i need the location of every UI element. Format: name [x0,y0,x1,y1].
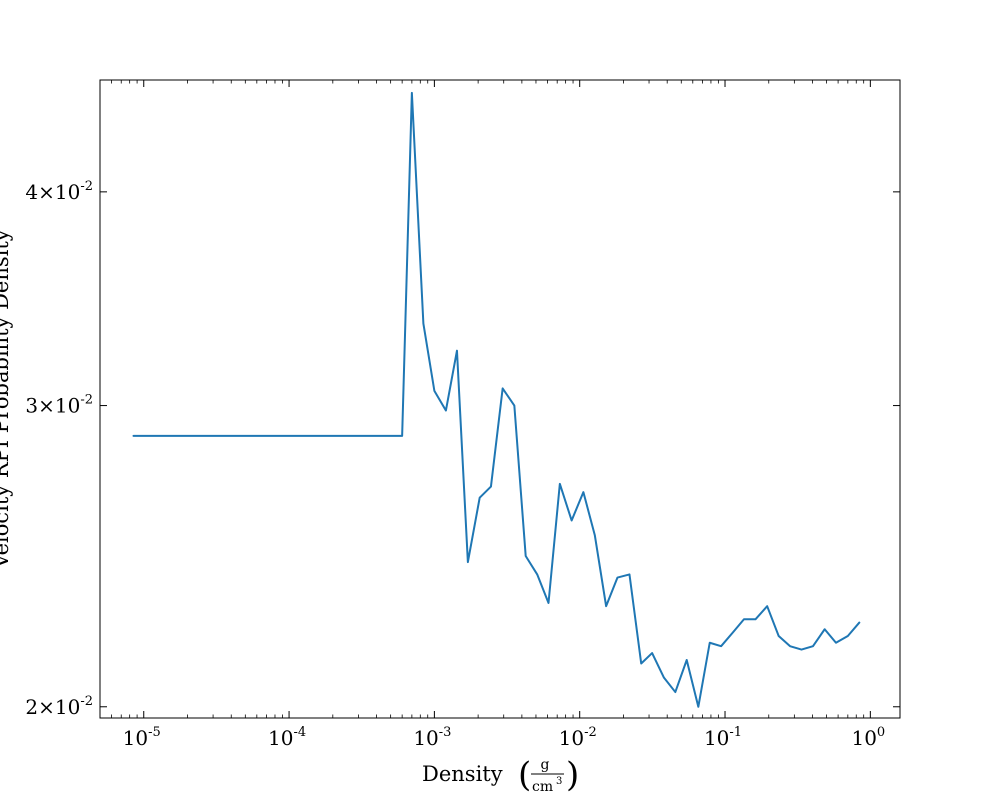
y-tick-label: 4×10-2 [25,179,93,204]
x-unit-denominator-exponent: 3 [556,776,562,787]
major-ticks [100,80,900,718]
x-axis-label: Density [422,762,503,786]
series-line [132,91,861,708]
x-tick-label: 10-4 [268,725,306,750]
x-tick-label: 100 [851,725,885,750]
x-tick-label: 10-1 [704,725,742,750]
x-tick-label: 10-2 [559,725,597,750]
y-tick-labels: 2×10-2 3×10-2 4×10-2 [25,179,93,719]
y-axis-label: Velocity RPI Probability Density [0,229,13,569]
minor-ticks [111,80,865,718]
plot-area [100,80,900,718]
x-axis-paren-close: ) [566,755,579,795]
plot-frame [99,79,901,719]
x-tick-labels: 10-5 10-4 10-3 10-2 10-1 100 [123,725,886,750]
x-unit-numerator: g [541,757,550,773]
y-tick-label: 3×10-2 [25,393,93,418]
x-axis-label-group: Density ( g cm 3 ) [422,755,579,795]
x-tick-label: 10-5 [123,725,161,750]
y-tick-label: 2×10-2 [25,694,93,719]
x-axis-paren-open: ( [518,755,531,795]
x-tick-label: 10-3 [413,725,451,750]
x-unit-denominator: cm [532,779,553,795]
